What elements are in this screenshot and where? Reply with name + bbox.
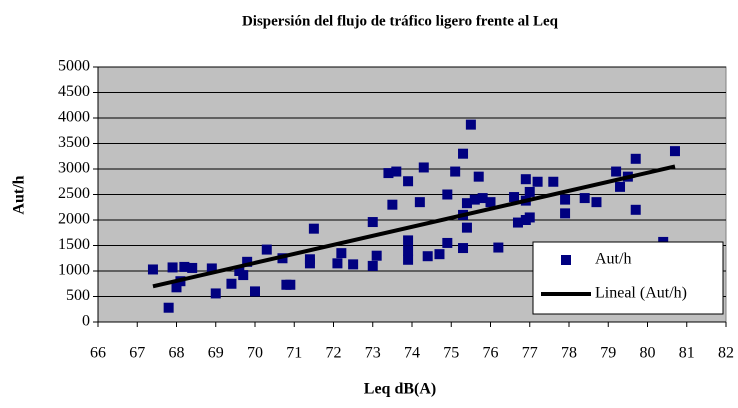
x-tick-label: 76 [483,345,499,362]
point [210,288,221,299]
x-tick-label: 70 [247,345,263,362]
x-tick-label: 72 [326,345,342,362]
legend-box [532,241,724,315]
point [367,217,378,228]
point [163,302,174,313]
point [403,235,414,246]
point [560,208,571,219]
point [147,264,158,275]
x-tick-label: 71 [286,345,302,362]
y-axis-label: Aut/h [11,175,28,214]
point [383,168,394,179]
point [418,162,429,173]
x-tick-label: 66 [90,345,106,362]
point [450,166,461,177]
point [336,248,347,259]
point [630,153,641,164]
point [422,251,433,262]
x-tick-label: 80 [640,345,656,362]
point [669,146,680,157]
point [308,223,319,234]
y-tick-label: 3000 [58,160,90,177]
point [591,197,602,208]
point [414,197,425,208]
point [458,243,469,254]
point [391,166,402,177]
point [403,176,414,187]
point [332,258,343,269]
point [509,192,520,203]
x-tick-label: 82 [718,345,734,362]
point [579,193,590,204]
point [226,278,237,289]
point [238,270,249,281]
point [304,254,315,265]
y-tick-label: 3500 [58,134,90,151]
y-tick-label: 5000 [58,58,90,75]
point [469,194,480,205]
point [524,212,535,223]
x-tick-label: 69 [208,345,224,362]
point [477,193,488,204]
point [387,199,398,210]
point [261,244,272,255]
point [461,198,472,209]
point [458,148,469,159]
point [548,176,559,187]
y-tick-label: 2500 [58,185,90,202]
point [171,282,182,293]
point [167,262,178,273]
point [442,237,453,248]
point [560,194,571,205]
y-tick-label: 0 [82,313,90,330]
point [512,217,523,228]
point [532,176,543,187]
x-tick-label: 68 [169,345,185,362]
point [403,245,414,256]
point [250,286,260,297]
point [473,171,484,182]
point [179,261,190,272]
y-tick-label: 4000 [58,109,90,126]
point [442,189,453,200]
x-tick-label: 79 [600,345,616,362]
x-tick-label: 78 [561,345,577,362]
point [630,204,641,215]
x-tick-label: 77 [522,345,538,362]
point [371,250,382,261]
point [367,260,378,271]
point [465,119,476,130]
chart-title: Dispersión del flujo de tráfico ligero f… [242,13,559,29]
x-tick-label: 74 [404,345,420,362]
legend-label: Aut/h [595,251,631,268]
point [485,197,496,208]
x-tick-label: 73 [365,345,381,362]
legend-marker [561,255,571,265]
point [348,259,359,270]
point [285,279,296,290]
point [434,249,445,260]
y-tick-label: 2000 [58,211,90,228]
y-tick-label: 500 [66,287,90,304]
point [403,254,414,265]
point [524,186,535,197]
point [187,262,198,273]
x-tick-label: 81 [679,345,695,362]
y-tick-label: 1500 [58,236,90,253]
point [242,256,253,267]
point [520,174,531,185]
x-tick-label: 75 [443,345,459,362]
point [493,242,504,253]
point [615,181,626,192]
legend-label: Lineal (Aut/h) [595,285,687,302]
point [461,222,472,233]
y-tick-label: 1000 [58,262,90,279]
point [206,263,217,274]
point [611,166,622,177]
trend-line [152,164,676,289]
x-tick-label: 67 [129,345,145,362]
x-axis-label: Leq dB(A) [364,381,436,398]
y-tick-label: 4500 [58,83,90,100]
